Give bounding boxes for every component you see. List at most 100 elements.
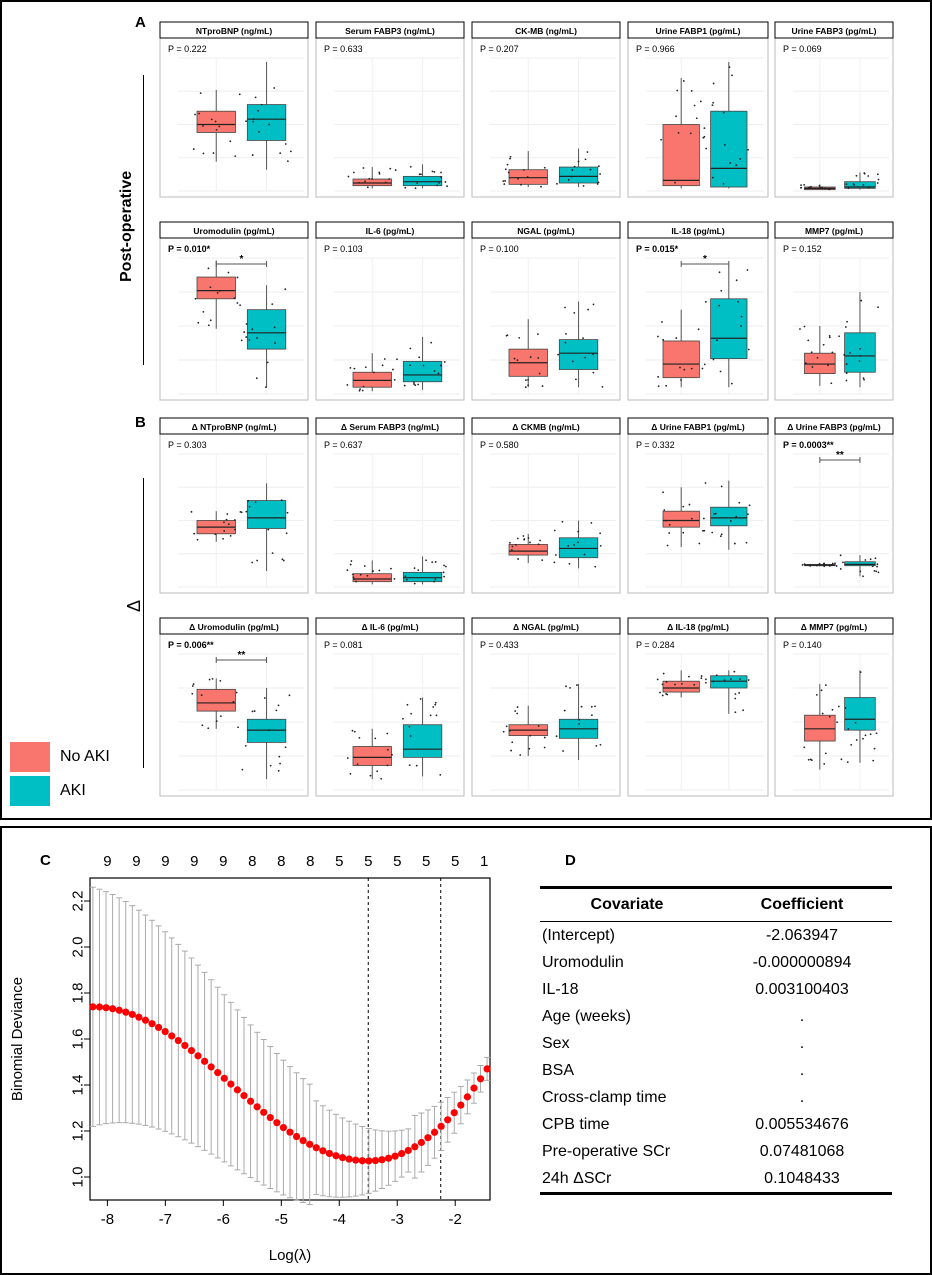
data-point (241, 768, 244, 771)
data-point (511, 545, 514, 548)
data-point (194, 113, 196, 116)
coefficient-cell: 0.07481068 (759, 1142, 845, 1160)
data-point (830, 382, 833, 385)
data-point (842, 561, 844, 564)
data-point (198, 112, 201, 115)
data-point (803, 563, 806, 565)
data-point (570, 175, 573, 178)
data-point (537, 725, 540, 727)
data-point (590, 521, 593, 524)
deviance-point (358, 1157, 366, 1165)
data-point (285, 532, 288, 535)
data-point (509, 155, 512, 158)
panel-border (774, 21, 894, 198)
data-point (665, 519, 667, 522)
data-point (378, 569, 381, 572)
panel-title: Urine FABP3 (pg/mL) (791, 26, 876, 36)
data-point (563, 709, 566, 712)
data-point (226, 513, 229, 515)
box-no-aki (662, 340, 700, 379)
data-point (800, 184, 802, 187)
data-point (816, 356, 819, 359)
data-point (413, 381, 415, 384)
table-row: Pre-operative SCr 0.07481068 (540, 1138, 892, 1165)
data-point (713, 513, 715, 515)
p-value-label: P = 0.303 (168, 440, 207, 450)
data-point (271, 552, 274, 555)
data-point (733, 670, 736, 673)
panel-border (315, 417, 465, 594)
data-point (810, 759, 813, 761)
data-point (414, 187, 417, 190)
data-point (523, 538, 526, 540)
data-point (222, 537, 224, 540)
data-point (573, 544, 575, 546)
data-point (214, 533, 217, 536)
legend-label-no-aki: No AKI (60, 748, 110, 765)
data-point (378, 172, 381, 175)
data-point (661, 683, 664, 686)
data-point (431, 561, 434, 564)
p-value-label: P = 0.081 (324, 640, 363, 650)
deviance-point (391, 1152, 399, 1160)
x-tick-label: -7 (159, 1211, 172, 1228)
box-aki (844, 561, 876, 567)
data-point (846, 761, 849, 764)
deviance-point (286, 1128, 294, 1136)
data-point (859, 671, 862, 674)
covariate-cell: (Intercept) (542, 926, 615, 944)
data-point (688, 675, 690, 678)
data-point (594, 705, 596, 708)
deviance-point (378, 1156, 386, 1164)
data-point (436, 184, 439, 187)
deviance-point (214, 1068, 222, 1077)
data-point (681, 683, 683, 685)
data-point (538, 372, 541, 375)
data-point (233, 519, 236, 521)
data-point (289, 150, 292, 153)
data-point (700, 677, 703, 680)
box-panel: Δ CKMB (ng/mL) P = 0.580 (471, 417, 621, 594)
panel-label-d: D (565, 852, 576, 869)
data-point (811, 366, 814, 368)
data-point (438, 181, 440, 184)
data-point (844, 707, 847, 709)
data-point (347, 175, 350, 178)
deviance-point (352, 1156, 360, 1164)
data-point (876, 173, 879, 176)
data-point (601, 385, 604, 388)
box-panel: Δ Urine FABP3 (pg/mL) P = 0.0003**** (774, 417, 894, 594)
data-point (720, 485, 723, 488)
data-point (821, 712, 824, 715)
data-point (577, 541, 579, 544)
data-point (858, 360, 861, 362)
data-point (702, 529, 704, 532)
bottom-figure-frame (0, 826, 932, 1275)
data-point (404, 575, 407, 578)
deviance-point (200, 1057, 209, 1065)
coefficient-cell: . (799, 1088, 805, 1106)
data-point (567, 178, 570, 181)
data-point (442, 571, 445, 574)
data-point (875, 570, 878, 573)
data-point (583, 553, 586, 556)
data-point (584, 356, 586, 359)
data-point (699, 100, 702, 103)
data-point (599, 532, 602, 535)
panel-title-strip (774, 417, 894, 435)
data-point (209, 319, 212, 322)
data-point (564, 306, 566, 309)
data-point (873, 747, 876, 750)
data-point (265, 386, 267, 389)
box-aki (246, 309, 287, 350)
data-point (847, 187, 850, 190)
p-value-label: P = 0.152 (783, 244, 822, 254)
data-point (840, 758, 843, 761)
data-point (355, 580, 358, 583)
coefficient-cell: -0.000000894 (752, 953, 852, 971)
data-point (657, 335, 659, 338)
data-point (402, 717, 404, 720)
data-point (394, 169, 397, 171)
data-point (393, 577, 396, 580)
data-point (527, 379, 529, 381)
